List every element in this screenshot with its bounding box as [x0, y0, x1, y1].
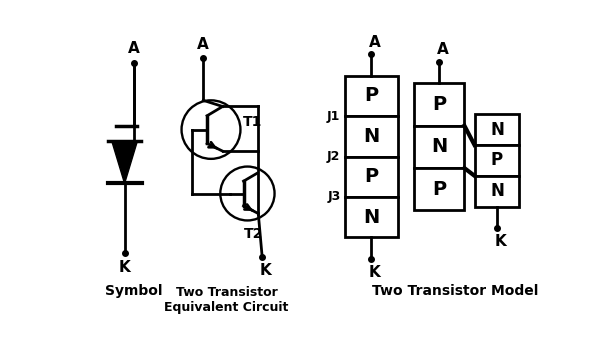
Text: J3: J3	[327, 190, 341, 203]
Text: N: N	[490, 121, 504, 139]
Text: T1: T1	[243, 115, 262, 129]
Bar	[345, 157, 398, 197]
Text: N: N	[431, 137, 447, 156]
Text: A: A	[197, 37, 209, 52]
Bar	[475, 114, 519, 145]
Text: A: A	[437, 42, 448, 57]
Text: K: K	[494, 234, 506, 249]
Bar	[345, 197, 398, 237]
Text: A: A	[368, 35, 380, 50]
Polygon shape	[112, 141, 137, 184]
Text: Two Transistor
Equivalent Circuit: Two Transistor Equivalent Circuit	[164, 286, 289, 314]
Text: N: N	[363, 127, 379, 146]
Text: A: A	[128, 41, 139, 56]
Text: P: P	[432, 95, 446, 114]
Bar	[345, 116, 398, 157]
Text: K: K	[368, 265, 380, 280]
Bar	[475, 176, 519, 207]
Bar	[414, 168, 464, 210]
Text: J1: J1	[327, 110, 341, 123]
Text: N: N	[490, 182, 504, 200]
Text: P: P	[432, 180, 446, 199]
Bar	[414, 126, 464, 168]
Text: P: P	[364, 87, 379, 105]
Bar	[345, 76, 398, 116]
Text: K: K	[119, 261, 130, 276]
Bar	[414, 83, 464, 126]
Text: N: N	[363, 208, 379, 227]
Text: P: P	[491, 152, 503, 169]
Text: P: P	[364, 167, 379, 186]
Text: J2: J2	[327, 150, 341, 163]
Text: K: K	[259, 263, 271, 278]
Text: Symbol: Symbol	[105, 284, 162, 298]
Bar	[475, 145, 519, 176]
Text: Two Transistor Model: Two Transistor Model	[372, 284, 538, 298]
Text: T2: T2	[244, 227, 264, 241]
